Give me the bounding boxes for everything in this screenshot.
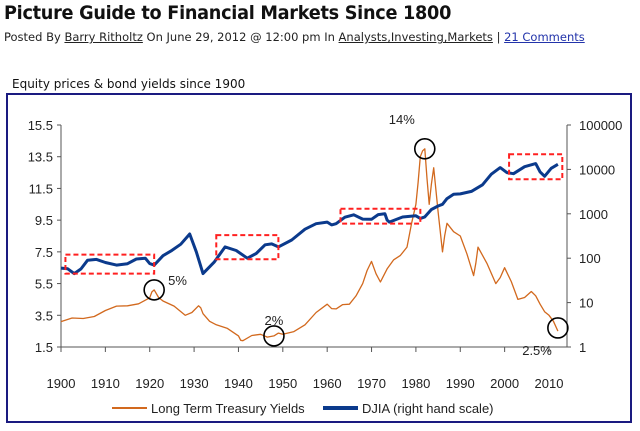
- right-tick-label: 100000: [579, 118, 622, 133]
- left-tick-label: 15.5: [28, 118, 53, 133]
- right-tick-label: 1000: [579, 207, 608, 222]
- x-tick-label: 1950: [268, 376, 297, 391]
- x-tick-label: 2000: [490, 376, 519, 391]
- post-title: Picture Guide to Financial Markets Since…: [4, 2, 452, 24]
- x-tick-label: 1970: [357, 376, 386, 391]
- x-tick-label: 1960: [313, 376, 342, 391]
- highlight-box: [64, 253, 156, 275]
- comments-link[interactable]: 21 Comments: [504, 30, 585, 44]
- annotation-label: 14%: [389, 112, 415, 127]
- left-tick-label: 7.5: [35, 245, 53, 260]
- right-tick-label: 1: [579, 340, 586, 355]
- x-tick-label: 1910: [91, 376, 120, 391]
- x-tick-label: 2010: [535, 376, 564, 391]
- chart-frame: [6, 93, 632, 423]
- right-tick-label: 10000: [579, 162, 615, 177]
- annotation-circle: [143, 279, 165, 301]
- annotation-label: 2%: [265, 313, 284, 328]
- x-tick-label: 1980: [401, 376, 430, 391]
- left-tick-label: 1.5: [35, 340, 53, 355]
- x-tick-label: 1920: [135, 376, 164, 391]
- author-link[interactable]: Barry Ritholtz: [64, 30, 143, 44]
- meta-separator: |: [496, 30, 501, 44]
- annotation-circle: [263, 325, 285, 347]
- post-date: On June 29, 2012 @ 12:00 pm In: [146, 30, 335, 44]
- x-tick-label: 1930: [180, 376, 209, 391]
- left-tick-label: 5.5: [35, 277, 53, 292]
- post-meta: Posted By Barry Ritholtz On June 29, 201…: [4, 30, 585, 44]
- x-tick-label: 1990: [446, 376, 475, 391]
- highlight-box: [215, 234, 280, 261]
- x-tick-label: 1900: [47, 376, 76, 391]
- legend-label-djia: DJIA (right hand scale): [362, 401, 494, 416]
- left-tick-label: 13.5: [28, 150, 53, 165]
- right-tick-label: 100: [579, 251, 601, 266]
- annotation-circle: [547, 317, 569, 339]
- chart-title: Equity prices & bond yields since 1900: [12, 77, 246, 91]
- annotation-circle: [413, 137, 436, 160]
- left-tick-label: 11.5: [29, 181, 53, 196]
- x-tick-label: 1940: [224, 376, 253, 391]
- treasury-yield-line: [60, 148, 559, 342]
- annotation-label: 5%: [168, 273, 187, 288]
- highlight-box: [508, 153, 564, 181]
- posted-by-label: Posted By: [4, 30, 61, 44]
- right-tick-label: 10: [579, 296, 593, 311]
- legend-label-treasury: Long Term Treasury Yields: [151, 401, 305, 416]
- djia-line: [60, 162, 559, 276]
- left-tick-label: 9.5: [35, 213, 53, 228]
- categories-link[interactable]: Analysts,Investing,Markets: [338, 30, 493, 44]
- annotation-label: 2.5%: [522, 343, 552, 358]
- left-tick-label: 3.5: [35, 308, 53, 323]
